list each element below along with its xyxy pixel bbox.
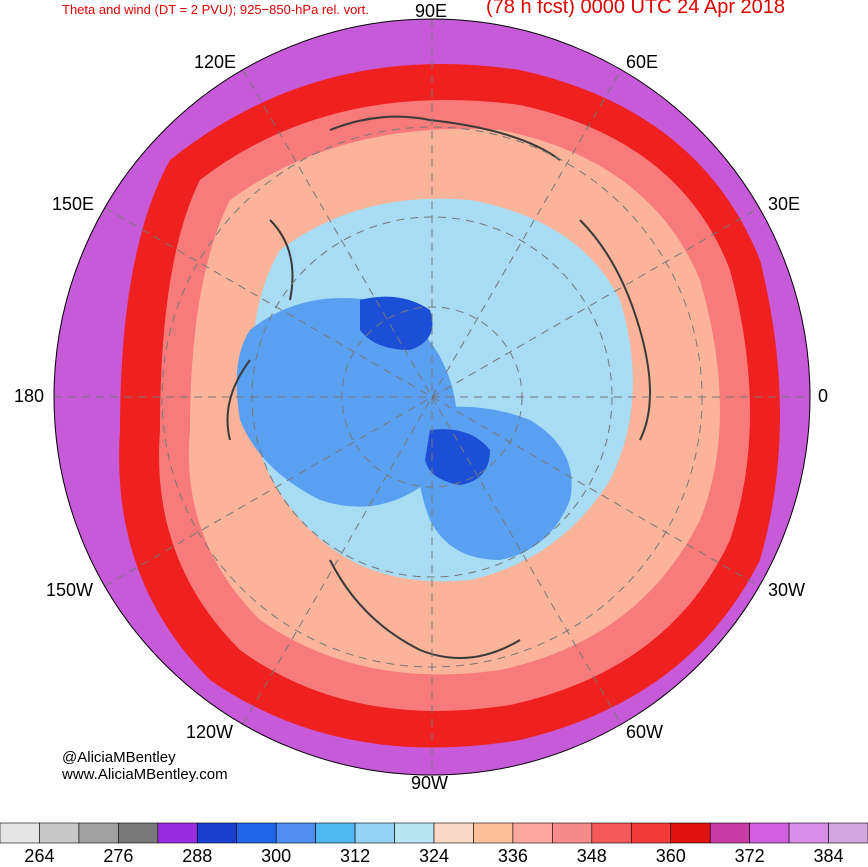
colorbar-swatch (39, 822, 80, 844)
colorbar-swatch (394, 822, 435, 844)
colorbar-tick-label: 360 (655, 846, 686, 866)
colorbar-swatch (354, 822, 395, 844)
colorbar-swatch (749, 822, 790, 844)
colorbar-tick-label: 300 (261, 846, 292, 866)
colorbar-tick-label: 384 (813, 846, 844, 866)
colorbar-swatch (630, 822, 672, 844)
credit-handle: @AliciaMBentley (62, 749, 176, 766)
colorbar-swatch (78, 822, 119, 844)
lon-label-150w: 150W (46, 580, 94, 600)
lon-label-90w: 90W (411, 773, 449, 793)
lon-label-0: 0 (818, 386, 829, 406)
lon-label-120e: 120E (194, 52, 237, 72)
lon-label-90e: 90E (415, 1, 448, 21)
lon-label-60w: 60W (626, 722, 664, 742)
colorbar (0, 822, 868, 844)
map-title: Theta and wind (DT = 2 PVU); 925−850-hPa… (62, 2, 369, 17)
colorbar-swatch (315, 822, 356, 844)
lon-label-150e: 150E (52, 194, 95, 214)
colorbar-swatch (433, 822, 474, 844)
lon-label-60e: 60E (626, 52, 659, 72)
colorbar-swatch (709, 822, 750, 844)
polar-map (53, 18, 811, 776)
meridians (54, 19, 810, 775)
lon-label-180: 180 (14, 386, 45, 406)
lon-label-30w: 30W (768, 580, 806, 600)
lon-label-120w: 120W (186, 722, 234, 742)
colorbar-swatch (828, 822, 868, 844)
colorbar-swatch (591, 822, 632, 844)
colorbar-swatch (118, 822, 159, 844)
colorbar-tick-label: 324 (418, 846, 450, 866)
colorbar-swatch (157, 822, 198, 844)
colorbar-tick-label: 348 (576, 846, 607, 866)
colorbar-swatch (512, 822, 553, 844)
colorbar-tick-label: 276 (103, 846, 134, 866)
cold-theta-region (236, 298, 457, 507)
colorbar-swatch (473, 822, 514, 844)
colorbar-tick-label: 372 (734, 846, 765, 866)
lon-label-30e: 30E (768, 194, 801, 214)
map-border (53, 18, 811, 776)
coldest-theta-core-2 (425, 429, 490, 485)
credit-website: www.AliciaMBentley.com (62, 766, 228, 783)
colorbar-tick-label: 288 (182, 846, 213, 866)
colorbar-tick-label: 312 (340, 846, 371, 866)
coastline (226, 115, 651, 659)
colorbar-tick-label: 264 (24, 846, 55, 866)
colorbar-swatch (236, 822, 277, 844)
colorbar-swatch (788, 822, 829, 844)
colorbar-swatch (275, 822, 316, 844)
colorbar-swatch (196, 822, 238, 844)
colorbar-tick-label: 336 (497, 846, 528, 866)
coldest-theta-core (360, 296, 433, 350)
forecast-time: (78 h fcst) 0000 UTC 24 Apr 2018 (486, 0, 786, 18)
colorbar-swatch (0, 822, 40, 844)
colorbar-swatch (670, 822, 711, 844)
colorbar-swatch (552, 822, 593, 844)
